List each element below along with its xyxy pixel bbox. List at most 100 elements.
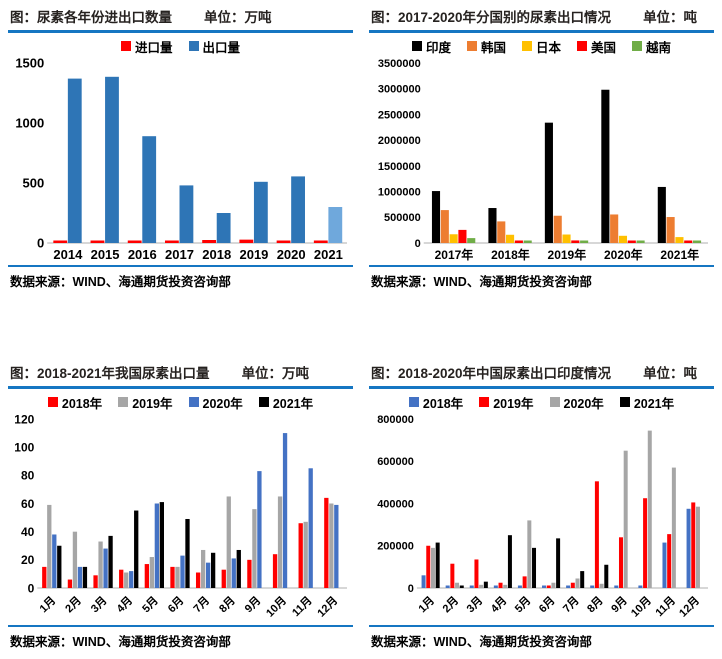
bar	[53, 240, 68, 243]
legend-label: 2019年	[493, 396, 534, 411]
bar	[210, 552, 216, 588]
bar-chart-svg: 0 20 40 60 80 100 120 1月 2月 3月 4月 5月 6月 7月 8月 9月 10月 11月 1…	[14, 412, 347, 620]
chart-title: 图：2017-2020年分国别的尿素出口情况	[371, 10, 612, 25]
source-divider	[8, 625, 353, 627]
bar	[695, 506, 700, 588]
bar	[142, 136, 157, 243]
bar	[421, 575, 426, 588]
legend-swatch-icon	[120, 41, 131, 51]
chart-panel-export-by-country: 图：2017-2020年分国别的尿素出口情况 单位：吨 印度 韩国 日本 美国 越南 0…	[361, 0, 722, 330]
bar	[497, 221, 506, 243]
y-tick-label: 0	[37, 236, 44, 251]
bar	[276, 240, 291, 243]
bar	[657, 186, 666, 243]
bar	[82, 566, 88, 589]
bar	[247, 559, 252, 588]
chart-legend: 进口量 出口量	[8, 36, 353, 56]
bar	[164, 240, 179, 243]
bar	[684, 240, 693, 243]
bar	[93, 575, 98, 588]
x-tick-label: 2015	[91, 247, 120, 262]
chart-title-row: 图：尿素各年份进出口数量 单位：万吨	[8, 4, 353, 30]
bar	[313, 240, 328, 243]
legend-label: 韩国	[480, 40, 506, 55]
data-source: 数据来源：WIND、海通期货投资咨询部	[10, 275, 231, 289]
bar	[523, 240, 532, 243]
bar	[498, 582, 503, 588]
series-出口量	[67, 76, 343, 243]
x-tick-label: 2020年	[604, 247, 643, 262]
bar	[474, 559, 479, 588]
bar	[571, 240, 580, 243]
bar	[154, 503, 159, 588]
legend-item: 2020年	[188, 393, 243, 412]
legend-item: 韩国	[466, 37, 506, 56]
y-tick-label: 0	[28, 581, 35, 595]
title-divider	[369, 30, 714, 33]
bar	[614, 585, 619, 588]
chart-unit: 单位：万吨	[204, 10, 272, 25]
bar	[431, 191, 441, 243]
bar	[179, 185, 194, 243]
chart-legend: 印度 韩国 日本 美国 越南	[369, 36, 714, 56]
legend-swatch-icon	[549, 397, 560, 407]
legend-item: 2019年	[118, 393, 173, 412]
chart-title: 图：2018-2021年我国尿素出口量	[10, 366, 210, 381]
bar	[282, 433, 288, 588]
legend-item: 进口量	[120, 37, 173, 56]
x-tick-label: 2016	[128, 247, 157, 262]
bar	[200, 549, 206, 588]
bar	[445, 585, 450, 588]
legend-swatch-icon	[188, 397, 199, 407]
bar	[324, 497, 329, 588]
bar	[98, 541, 103, 589]
bar	[666, 217, 675, 243]
series-越南	[467, 238, 702, 243]
legend-item: 美国	[577, 37, 616, 56]
bar	[329, 503, 334, 588]
bar	[522, 576, 527, 588]
legend-item: 印度	[411, 37, 451, 56]
legend-swatch-icon	[408, 397, 419, 407]
bar	[517, 585, 522, 588]
legend-label: 2019年	[132, 396, 173, 411]
legend-label: 2018年	[422, 396, 464, 411]
bar	[175, 566, 180, 589]
chart-title: 图：尿素各年份进出口数量	[10, 10, 172, 25]
x-tick-label: 5月	[512, 594, 533, 615]
series-韩国	[440, 210, 675, 243]
x-tick-label: 11月	[653, 594, 678, 619]
chart-unit: 单位：吨	[643, 366, 698, 381]
bar	[103, 548, 108, 588]
series-2020年	[52, 433, 339, 589]
bar	[691, 502, 696, 588]
bar	[435, 542, 440, 588]
legend-item: 2018年	[408, 393, 464, 412]
bar	[553, 215, 562, 243]
y-tick-label: 3000000	[378, 84, 421, 96]
bar	[455, 582, 460, 588]
bar	[623, 450, 628, 588]
bar	[440, 210, 449, 243]
chart-title-row: 图：2018-2020年中国尿素出口印度情况 单位：吨	[369, 360, 714, 386]
bar-chart-svg: 0 200000 400000 600000 800000 1月 2月 3月 4月 5月 6月 7月 8…	[377, 414, 708, 620]
bar	[636, 240, 645, 243]
y-tick-label: 1000000	[378, 187, 421, 199]
x-tick-label: 2019	[239, 247, 268, 262]
bar	[459, 585, 464, 588]
x-tick-label: 12月	[315, 594, 341, 620]
bar	[42, 566, 47, 589]
legend-swatch-icon	[47, 397, 58, 407]
bar	[599, 583, 604, 589]
bar	[532, 547, 537, 588]
bar	[205, 562, 211, 588]
bar	[77, 566, 83, 589]
legend-label: 出口量	[202, 40, 241, 55]
bar	[226, 496, 231, 588]
legend-label: 2020年	[563, 396, 604, 411]
x-tick-label: 2021年	[660, 247, 699, 262]
bar	[675, 237, 684, 243]
bar	[479, 584, 484, 588]
y-tick-label: 3500000	[378, 58, 421, 70]
